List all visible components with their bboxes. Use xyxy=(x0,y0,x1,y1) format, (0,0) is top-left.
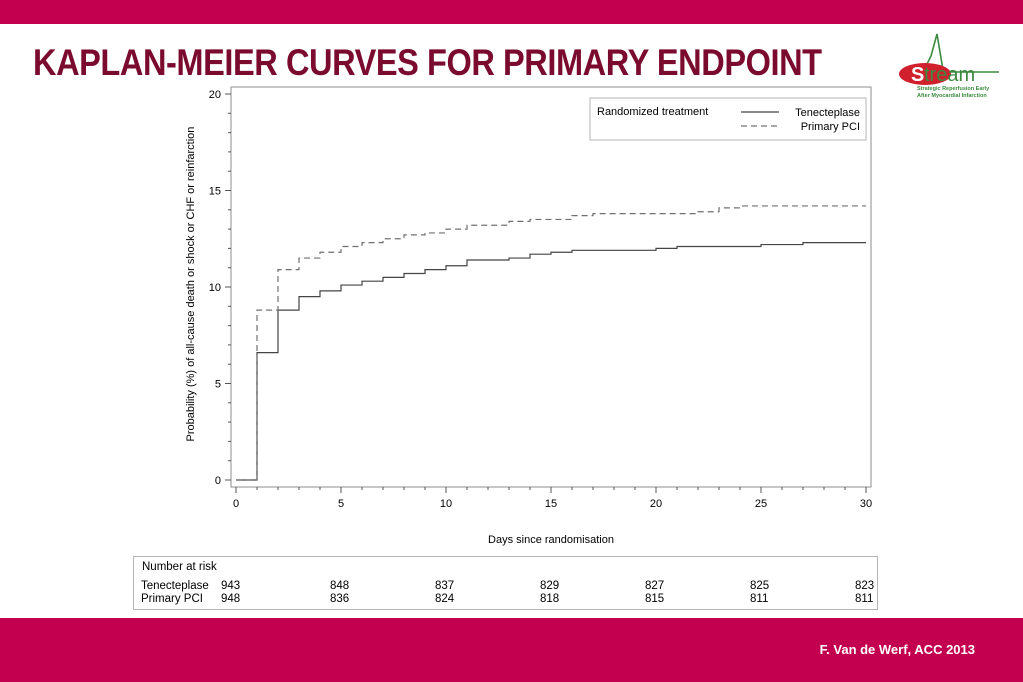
svg-text:S: S xyxy=(911,64,924,86)
risk-value: 825 xyxy=(750,580,770,592)
bottom-accent-bar xyxy=(0,618,1023,682)
legend-entry: Primary PCI xyxy=(801,121,860,133)
legend-box xyxy=(589,97,867,141)
km-curve-tenecteplase xyxy=(236,242,866,481)
number-at-risk-table: Number at risk Tenecteplase 943 848 837 829… xyxy=(133,556,878,610)
risk-value: 811 xyxy=(750,593,769,605)
risk-value: 829 xyxy=(540,580,560,592)
risk-value: 827 xyxy=(645,580,665,592)
risk-table-title: Number at risk xyxy=(142,561,217,573)
logo-tagline-line-1: Strategic Reperfusion Early xyxy=(917,86,990,92)
x-tick-label: 20 xyxy=(650,498,662,510)
legend-entry: Tenecteplase xyxy=(795,107,860,119)
risk-value: 948 xyxy=(221,593,241,605)
x-tick-label: 0 xyxy=(233,498,239,510)
svg-text:tream: tream xyxy=(924,64,975,86)
plot-frame xyxy=(230,86,872,488)
risk-value: 836 xyxy=(330,593,350,605)
legend-title: Randomized treatment xyxy=(597,106,708,118)
slide-title: KAPLAN-MEIER CURVES FOR PRIMARY ENDPOINT xyxy=(33,42,822,83)
risk-row-label: Primary PCI xyxy=(141,593,203,605)
x-tick-label: 10 xyxy=(440,498,452,510)
y-tick-label: 5 xyxy=(215,379,221,391)
y-tick-label: 0 xyxy=(215,475,221,487)
footer-credit: F. Van de Werf, ACC 2013 xyxy=(819,642,975,657)
x-tick-label: 5 xyxy=(338,498,344,510)
x-axis-label: Days since randomisation xyxy=(488,534,614,546)
risk-row-tenecteplase: Tenecteplase 943 848 837 829 827 825 823 xyxy=(134,580,877,593)
risk-value: 815 xyxy=(645,593,665,605)
logo-tagline-line-2: After Myocardial Infarction xyxy=(917,92,987,99)
x-tick-label: 25 xyxy=(755,498,767,510)
risk-value: 848 xyxy=(330,580,350,592)
risk-value: 943 xyxy=(221,580,241,592)
x-tick-label: 30 xyxy=(860,498,872,510)
risk-value: 811 xyxy=(855,593,874,605)
y-tick-label: 20 xyxy=(209,89,221,101)
top-accent-bar xyxy=(0,0,1023,24)
y-tick-label: 10 xyxy=(209,282,221,294)
stream-logo: S tream Strategic Reperfusion Early Afte… xyxy=(893,30,1003,105)
risk-row-label: Tenecteplase xyxy=(141,580,209,592)
risk-value: 837 xyxy=(435,580,455,592)
y-tick-label: 15 xyxy=(209,186,221,198)
risk-row-primary-pci: Primary PCI 948 836 824 818 815 811 811 xyxy=(134,593,877,606)
risk-value: 818 xyxy=(540,593,560,605)
stream-logo-graphic: S tream xyxy=(899,33,999,86)
km-curve-primary-pci xyxy=(236,205,866,481)
risk-value: 824 xyxy=(435,593,455,605)
risk-value: 823 xyxy=(855,580,875,592)
x-tick-label: 15 xyxy=(545,498,557,510)
y-axis-label: Probability (%) of all-cause death or sh… xyxy=(185,127,197,442)
